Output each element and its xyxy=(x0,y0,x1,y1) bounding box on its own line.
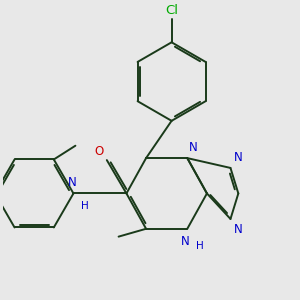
Text: N: N xyxy=(68,176,76,189)
Text: Cl: Cl xyxy=(165,4,178,17)
Text: N: N xyxy=(181,235,190,248)
Text: O: O xyxy=(94,145,104,158)
Text: N: N xyxy=(234,223,242,236)
Text: H: H xyxy=(196,241,204,251)
Text: H: H xyxy=(81,200,89,211)
Text: N: N xyxy=(189,141,198,154)
Text: N: N xyxy=(234,151,242,164)
